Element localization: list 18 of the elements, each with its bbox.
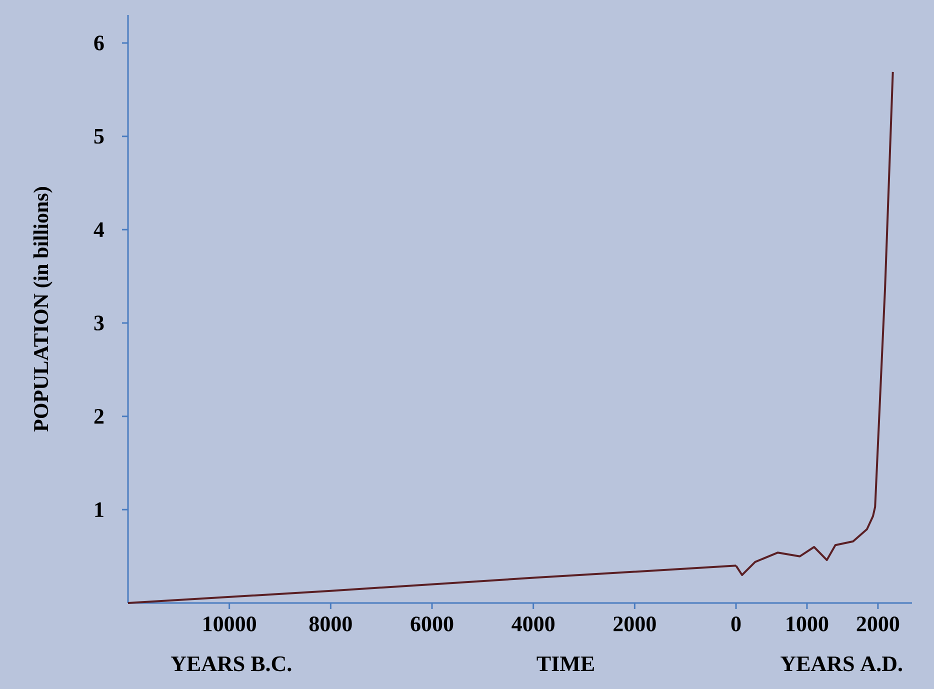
y-tick-label: 2 <box>94 409 104 424</box>
x-tick-label: 8000 <box>309 616 352 632</box>
x-tick-label: 10000 <box>204 616 256 632</box>
x-axis-title: TIME <box>536 656 594 671</box>
y-tick-label: 3 <box>94 316 104 330</box>
x-tick-label: 1000 <box>786 616 828 632</box>
x-tick-label: 4000 <box>512 616 554 632</box>
y-tick-label: 4 <box>94 222 104 237</box>
text: YEARS B.C. <box>170 656 292 672</box>
y-axis-title: POPULATION (in billions) <box>33 187 52 432</box>
x-tick-label: 6000 <box>410 616 454 632</box>
y-tick-label: 5 <box>94 129 104 144</box>
y-tick-label: 1 <box>95 502 104 517</box>
y-tick-label: 6 <box>94 36 104 50</box>
x-tick-label: 2000 <box>856 616 900 632</box>
x-tick-label: 0 <box>731 616 741 632</box>
x-tick-label: 2000 <box>614 616 656 632</box>
x-axis-title: YEARS A.D. <box>780 656 902 672</box>
